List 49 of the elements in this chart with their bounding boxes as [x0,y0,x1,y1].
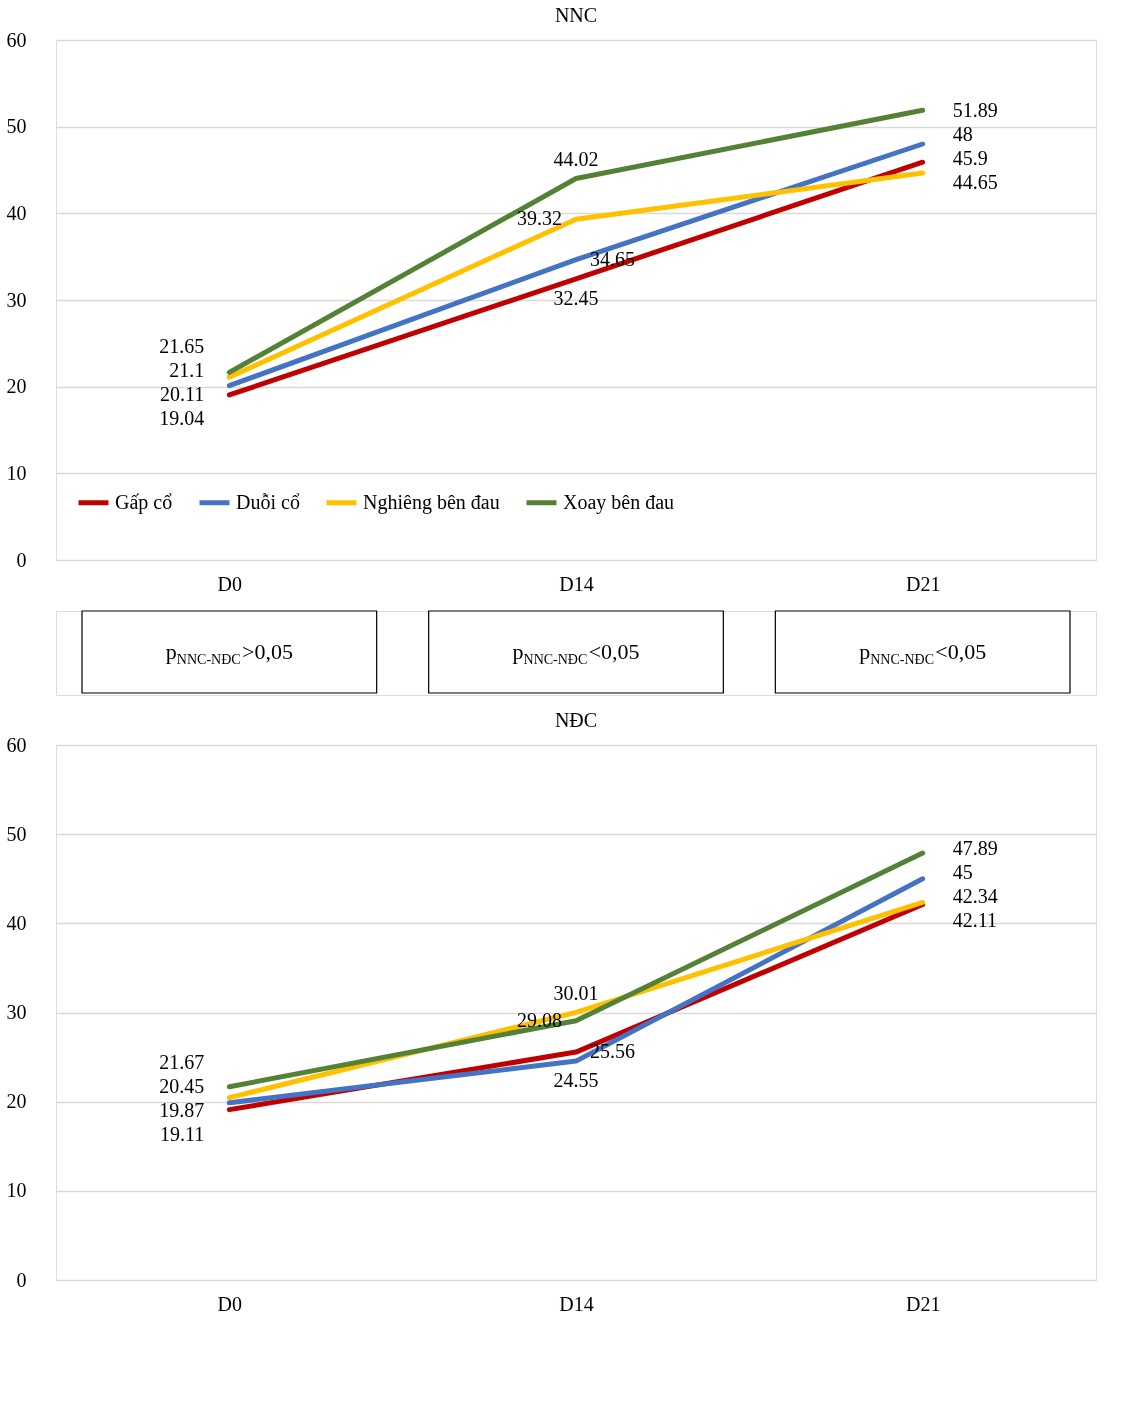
y-tick-label: 40 [6,911,27,934]
x-tick-label: D21 [905,1292,941,1315]
data-label: 48 [952,123,973,146]
x-tick-label: D0 [217,572,243,595]
data-label: 45.9 [952,147,988,170]
y-tick-label: 50 [6,822,27,845]
chart-title: NNC [554,4,598,26]
data-label: 51.89 [952,99,998,122]
x-tick-label: D21 [905,572,941,595]
data-label: 19.87 [159,1099,205,1122]
y-tick-label: 0 [16,1268,27,1291]
legend-label: Gấp cổ [115,490,173,514]
legend-label: Xoay bên đau [563,490,675,514]
y-tick-label: 20 [6,1090,27,1113]
legend-label: Duỗi cổ [236,490,300,513]
data-label: 21.67 [159,1051,205,1074]
y-tick-label: 10 [6,461,27,484]
data-label: 19.04 [159,406,205,429]
y-tick-label: 60 [6,28,27,51]
data-label: 42.11 [952,908,997,931]
x-tick-label: D14 [559,572,594,595]
data-label: 44.65 [952,171,998,194]
data-label: 20.11 [160,382,205,405]
data-label: 42.34 [952,884,998,907]
x-tick-label: D14 [559,1292,594,1315]
data-label: 30.01 [553,982,599,1005]
data-label: 21.1 [169,358,205,381]
y-tick-label: 30 [6,1001,27,1023]
data-label: 19.11 [160,1123,205,1146]
y-tick-label: 60 [6,733,27,756]
data-label: 24.55 [553,1069,599,1092]
y-tick-label: 0 [16,548,27,571]
x-tick-label: D0 [217,1292,243,1315]
data-label: 20.45 [159,1075,205,1098]
data-label: 45 [952,860,973,883]
data-label: 39.32 [517,207,562,230]
y-tick-label: 30 [6,288,27,311]
chart-title: NĐC [554,709,598,731]
y-tick-label: 50 [6,115,27,138]
data-label: 32.45 [553,286,599,309]
data-label: 29.08 [517,1008,562,1031]
y-tick-label: 10 [6,1179,27,1202]
legend-label: Nghiêng bên đau [363,490,500,514]
y-tick-label: 20 [6,375,27,398]
data-label: 25.56 [590,1040,635,1063]
data-label: 47.89 [952,836,998,859]
y-tick-label: 40 [6,201,27,224]
data-label: 21.65 [159,334,205,357]
data-label: 44.02 [553,148,599,171]
